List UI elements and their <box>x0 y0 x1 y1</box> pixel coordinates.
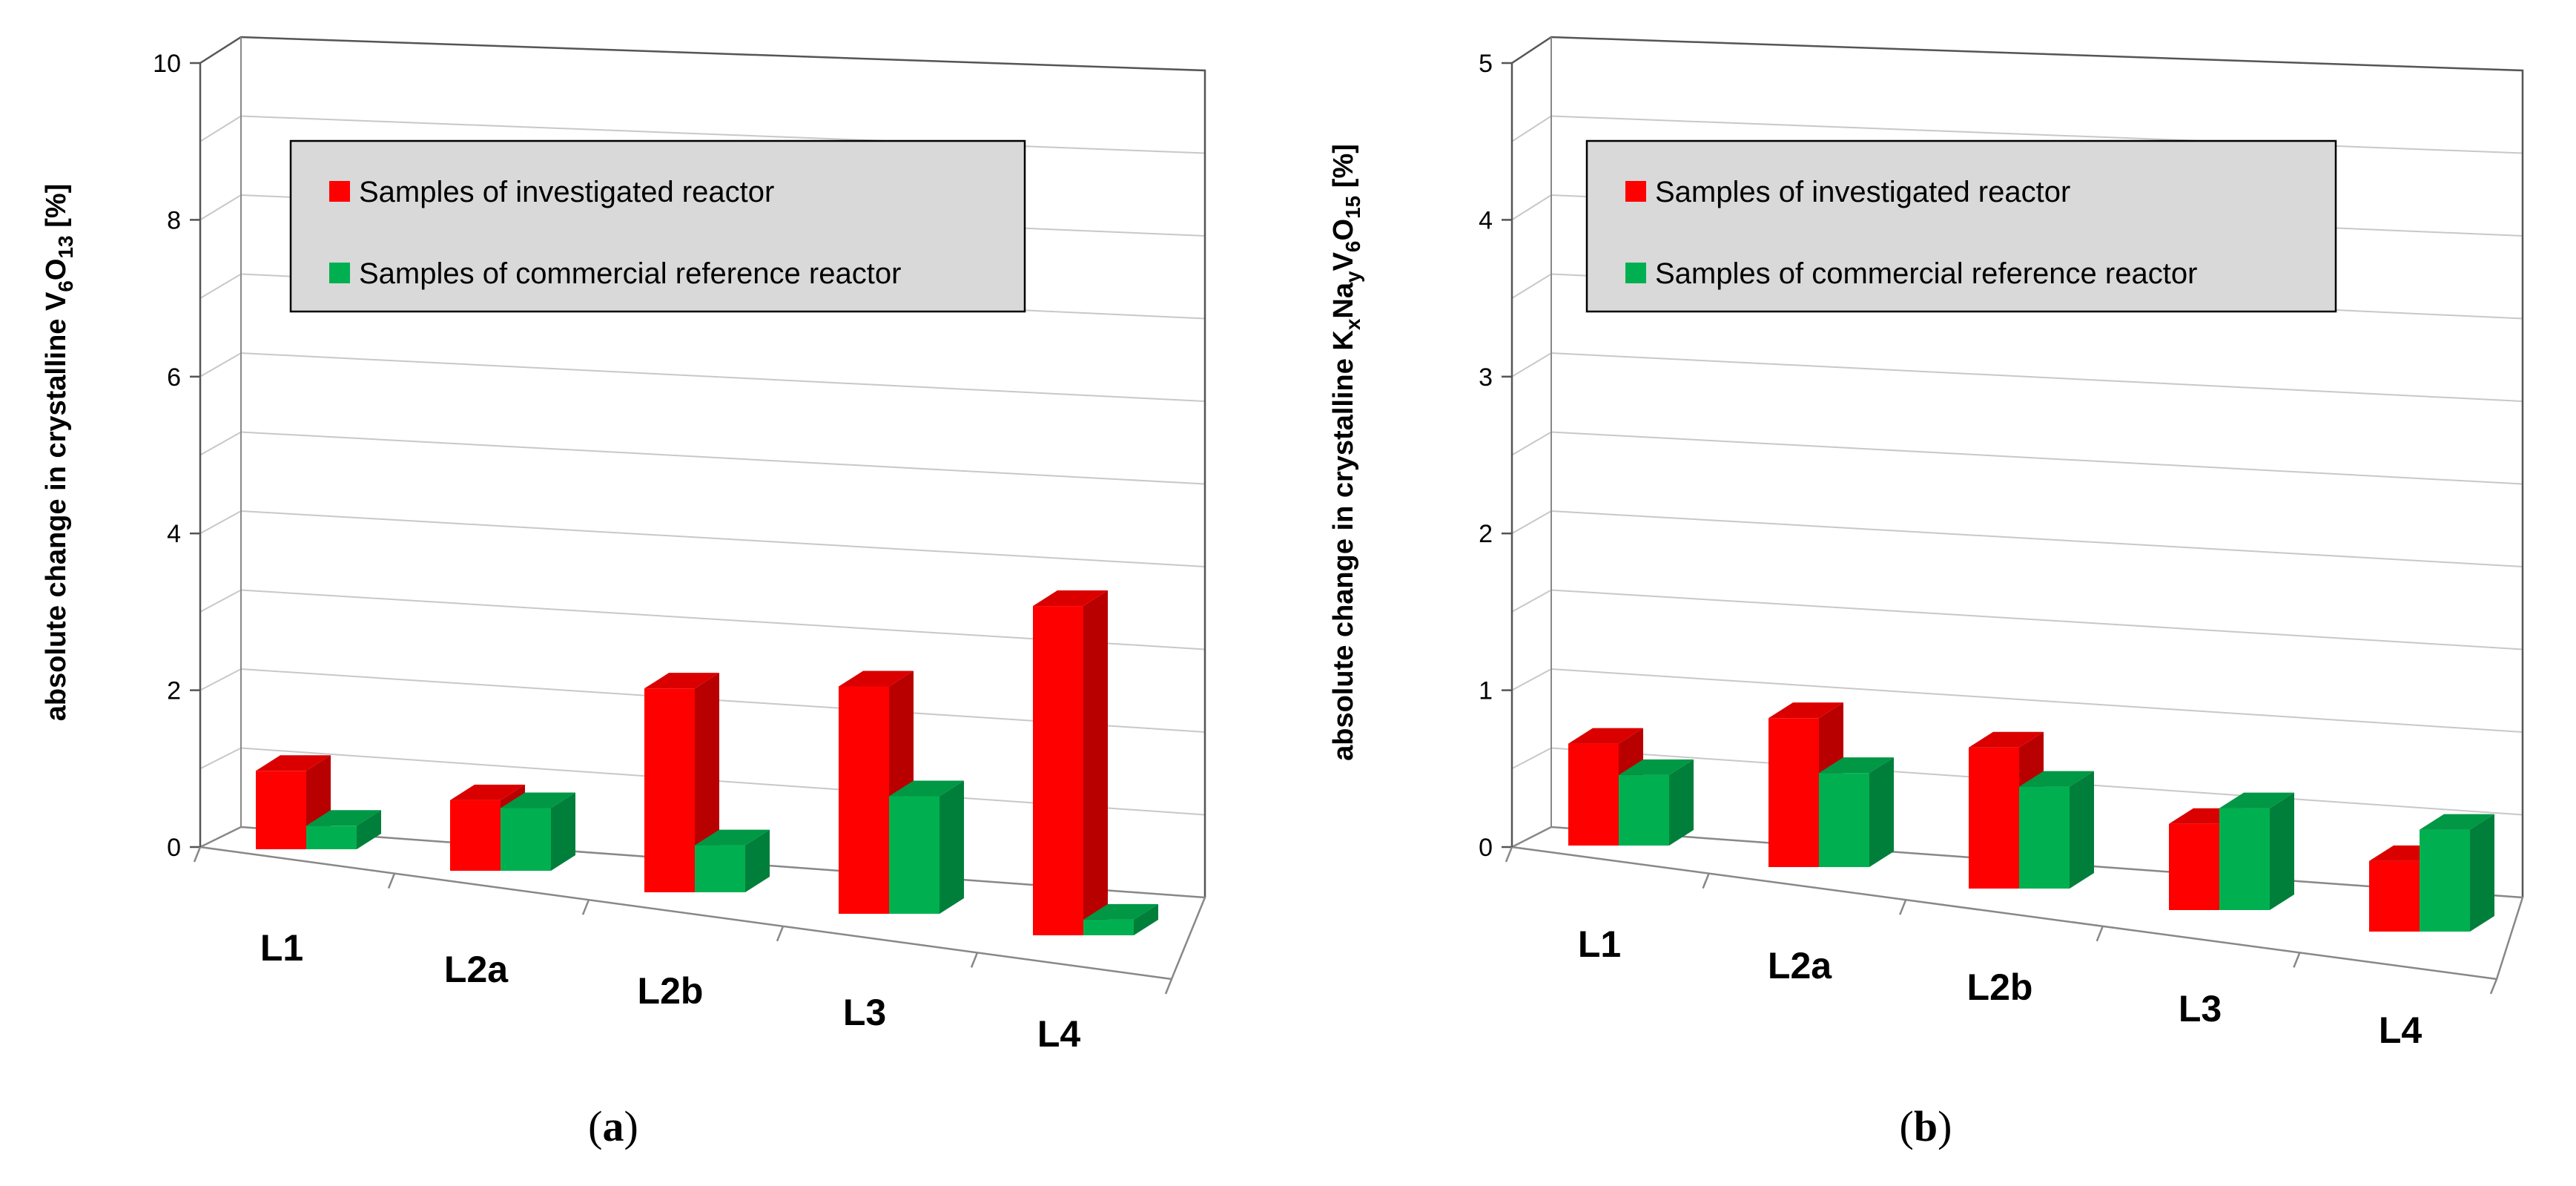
panel-label-a: (a) <box>588 1102 638 1150</box>
gridline-side <box>199 668 242 691</box>
y-tick-label: 2 <box>167 677 181 705</box>
gridline-back <box>1550 352 2523 402</box>
gridline-back <box>240 352 1206 402</box>
legend-label-2: Samples of commercial reference reactor <box>359 257 901 290</box>
category-label-l2b: L2b <box>1967 966 2033 1008</box>
x-tick-mark <box>1899 899 1907 915</box>
bar-l3-series-2 <box>2219 792 2294 910</box>
bar-l2b-series-1 <box>644 673 719 892</box>
legend-label-1: Samples of investigated reactor <box>359 176 774 208</box>
gridline-side <box>199 431 242 456</box>
gridline-side <box>1511 510 1552 535</box>
gridline-side <box>199 747 242 770</box>
gridline-back <box>1550 668 2523 733</box>
y-tick-label: 0 <box>1479 834 1493 862</box>
x-tick-mark <box>776 926 785 942</box>
y-tick-label: 4 <box>167 520 181 548</box>
category-label-l2a: L2a <box>444 949 509 990</box>
x-tick-mark <box>581 899 590 915</box>
gridline-side <box>199 273 242 299</box>
floor <box>196 826 1206 981</box>
gridline-side <box>1511 589 1552 613</box>
legend-swatch-2 <box>329 263 350 283</box>
y-tick-label: 3 <box>1479 363 1493 392</box>
x-tick-mark <box>2293 952 2301 968</box>
y-tick-label: 8 <box>167 206 181 234</box>
gridline-side <box>1511 747 1552 770</box>
gridline-side <box>1511 115 1552 142</box>
bar-l2a-series-2 <box>1819 757 1894 867</box>
gridline-side <box>1511 668 1552 691</box>
legend: Samples of investigated reactor Samples o… <box>289 139 1026 313</box>
gridline-side <box>199 194 242 221</box>
x-tick-mark <box>2489 978 2498 995</box>
gridline-side <box>1511 352 1552 378</box>
y-tick-label: 6 <box>167 363 181 392</box>
bar-l1-series-2 <box>1619 759 1694 846</box>
y-axis-label: absolute change in crystalline V6O13 [%] <box>41 184 77 722</box>
category-label-l3: L3 <box>2179 988 2222 1029</box>
y-tick-label: 2 <box>1479 520 1493 548</box>
y-axis-label: absolute change in crystalline KxNayV6O1… <box>1328 144 1364 761</box>
x-tick-mark <box>387 873 396 889</box>
chart-panel-a: 0 2 4 6 8 10 absolute change in crystalline V6… <box>41 36 1206 1150</box>
bar-l2b-series-2 <box>695 829 770 892</box>
x-tick-mark <box>193 846 202 863</box>
chart-b-svg: 0 1 2 3 4 5 absolute change in crystalline KxN… <box>1328 36 2524 1051</box>
gridline-side <box>1511 194 1552 221</box>
x-tick-mark <box>2096 926 2104 942</box>
legend: Samples of investigated reactor Samples o… <box>1585 139 2337 313</box>
gridline-back <box>240 115 1206 154</box>
wall-outline <box>1511 36 2524 897</box>
chart-panel-b: 0 1 2 3 4 5 absolute change in crystalline KxN… <box>1288 0 2576 1186</box>
x-tick-mark <box>970 952 979 968</box>
category-label-l4: L4 <box>1037 1013 1081 1055</box>
gridline-back <box>240 510 1206 567</box>
gridline-side <box>1511 431 1552 456</box>
gridline-back <box>1550 510 2523 567</box>
x-tick-mark <box>1505 846 1513 863</box>
bar-l4-series-2 <box>1083 903 1158 935</box>
gridline-side <box>199 352 242 378</box>
bar-l1-series-2 <box>306 810 381 849</box>
y-tick-label: 5 <box>1479 50 1493 78</box>
gridline-side <box>1511 273 1552 299</box>
legend-label-2: Samples of commercial reference reactor <box>1655 257 2197 290</box>
gridline-back <box>1550 431 2523 485</box>
x-tick-mark <box>1702 873 1710 889</box>
bar-l2a-series-2 <box>501 792 575 871</box>
category-label-l1: L1 <box>1578 923 1621 965</box>
legend-swatch-1 <box>329 181 350 202</box>
legend-swatch-2 <box>1625 263 1646 283</box>
gridline-back <box>1550 115 2523 154</box>
category-label-l3: L3 <box>843 992 886 1033</box>
bar-l4-series-2 <box>2420 814 2494 932</box>
y-tick-label: 1 <box>1479 677 1493 705</box>
bar-l2b-series-2 <box>2019 771 2094 889</box>
x-tick-mark <box>1164 978 1173 995</box>
bar-l4-series-1 <box>1033 590 1108 935</box>
panel-label-b: (b) <box>1899 1102 1952 1150</box>
y-tick-label: 10 <box>153 50 181 78</box>
gridline-side <box>199 510 242 535</box>
category-label-l4: L4 <box>2379 1009 2423 1051</box>
category-label-l2a: L2a <box>1768 945 1832 986</box>
wall-outline <box>199 36 1206 897</box>
floor <box>1508 826 2524 981</box>
category-label-l1: L1 <box>260 927 303 969</box>
category-label-l2b: L2b <box>638 970 704 1012</box>
legend-swatch-1 <box>1625 181 1646 202</box>
y-tick-label: 0 <box>167 834 181 862</box>
bar-l3-series-2 <box>889 780 964 914</box>
gridline-side <box>199 115 242 142</box>
legend-label-1: Samples of investigated reactor <box>1655 176 2070 208</box>
y-tick-label: 4 <box>1479 206 1493 234</box>
gridline-back <box>1550 589 2523 650</box>
chart-a-svg: 0 2 4 6 8 10 absolute change in crystalline V6… <box>41 36 1206 1055</box>
gridline-back <box>240 431 1206 485</box>
gridline-side <box>199 589 242 613</box>
